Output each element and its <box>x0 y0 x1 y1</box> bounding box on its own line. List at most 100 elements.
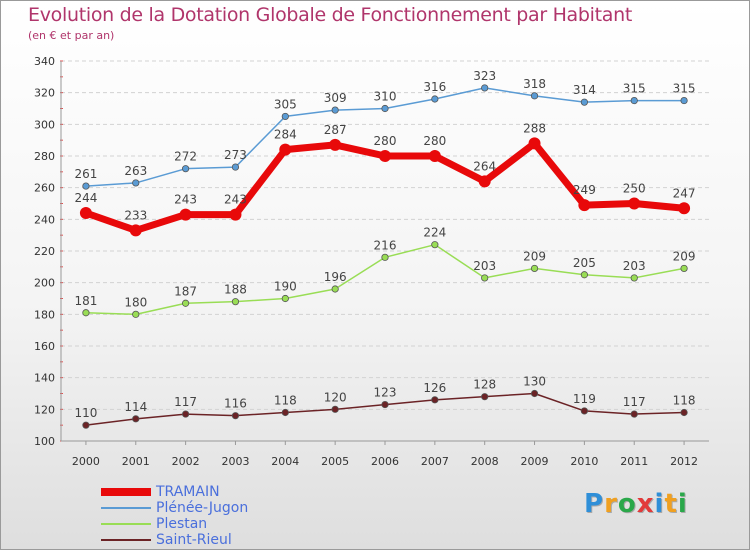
data-label: 117 <box>623 395 646 409</box>
x-tick-label: 2011 <box>620 455 648 468</box>
logo-letter: P <box>584 489 605 519</box>
data-label: 203 <box>473 259 496 273</box>
x-tick-label: 2000 <box>72 455 100 468</box>
x-tick-label: 2006 <box>371 455 399 468</box>
data-point <box>431 241 439 249</box>
data-point <box>182 410 190 418</box>
x-tick-label: 2002 <box>172 455 200 468</box>
data-point <box>179 208 192 221</box>
x-tick-label: 2007 <box>421 455 449 468</box>
y-tick-label: 120 <box>34 403 55 416</box>
y-tick-label: 240 <box>34 213 55 226</box>
data-label: 126 <box>423 381 446 395</box>
data-point <box>478 175 491 188</box>
data-label: 110 <box>74 406 97 420</box>
data-point <box>481 84 489 92</box>
data-point <box>431 95 439 103</box>
data-label: 318 <box>523 77 546 91</box>
data-point <box>481 274 489 282</box>
data-label: 288 <box>523 121 546 135</box>
x-tick-label: 2009 <box>521 455 549 468</box>
logo-letter: i <box>677 489 688 519</box>
y-tick-label: 160 <box>34 340 55 353</box>
data-point <box>331 285 339 293</box>
data-point <box>630 410 638 418</box>
data-point <box>329 138 342 151</box>
data-label: 284 <box>274 128 297 142</box>
data-label: 116 <box>224 397 247 411</box>
data-point <box>182 299 190 307</box>
legend-item-plenee-jugon: Plénée-Jugon <box>101 500 361 516</box>
logo-letter: o <box>617 489 637 519</box>
data-point <box>82 309 90 317</box>
data-label: 244 <box>74 191 97 205</box>
legend-item-plestan: Plestan <box>101 516 361 532</box>
y-tick-label: 220 <box>34 245 55 258</box>
data-label: 114 <box>124 400 147 414</box>
data-label: 243 <box>174 193 197 207</box>
data-label: 323 <box>473 69 496 83</box>
x-tick-label: 2012 <box>670 455 698 468</box>
x-tick-label: 2008 <box>471 455 499 468</box>
data-point <box>578 199 591 212</box>
data-point <box>680 96 688 105</box>
data-label: 209 <box>673 249 696 263</box>
data-point <box>580 407 588 415</box>
data-label: 205 <box>573 256 596 270</box>
data-label: 316 <box>423 80 446 94</box>
data-point <box>331 106 339 114</box>
y-tick-label: 140 <box>34 372 55 385</box>
data-label: 287 <box>324 123 347 137</box>
data-point <box>132 415 140 423</box>
data-label: 305 <box>274 97 297 111</box>
data-label: 315 <box>623 82 646 96</box>
data-point <box>580 271 588 279</box>
data-point <box>630 274 638 282</box>
data-point <box>182 165 190 173</box>
legend-swatch-tramain <box>101 488 151 496</box>
legend-label-tramain: TRAMAIN <box>156 484 220 500</box>
logo-letter: i <box>654 489 665 519</box>
logo-letter: x <box>636 489 655 519</box>
data-label: 190 <box>274 280 297 294</box>
data-point <box>331 405 339 413</box>
data-label: 130 <box>523 375 546 389</box>
data-point <box>381 253 389 261</box>
data-label: 128 <box>473 378 496 392</box>
data-point <box>428 150 441 162</box>
y-tick-label: 100 <box>34 435 55 448</box>
y-tick-label: 300 <box>34 118 55 131</box>
data-label: 117 <box>174 395 197 409</box>
y-tick-label: 320 <box>34 87 55 100</box>
y-tick-label: 280 <box>34 150 55 163</box>
data-point <box>82 421 90 429</box>
data-point <box>79 207 92 219</box>
data-point <box>281 408 289 417</box>
data-label: 233 <box>124 208 147 222</box>
x-tick-label: 2003 <box>221 455 249 468</box>
data-point <box>481 393 489 401</box>
legend-item-tramain: TRAMAIN <box>101 484 361 500</box>
data-point <box>381 400 389 409</box>
data-point <box>530 264 539 273</box>
chart-title: Evolution de la Dotation Globale de Fonc… <box>28 4 633 26</box>
data-point <box>82 182 90 190</box>
legend-label-plestan: Plestan <box>156 516 208 532</box>
legend-label-saint-rieul: Saint-Rieul <box>156 532 232 548</box>
data-label: 216 <box>374 238 397 252</box>
data-label: 119 <box>573 392 596 406</box>
data-label: 273 <box>224 148 247 162</box>
data-label: 209 <box>523 249 546 263</box>
data-label: 263 <box>124 164 147 178</box>
data-label: 249 <box>573 183 596 197</box>
data-label: 314 <box>573 83 596 97</box>
data-label: 315 <box>673 82 696 96</box>
x-tick-label: 2010 <box>570 455 598 468</box>
data-point <box>231 412 240 420</box>
data-point <box>229 208 242 221</box>
data-point <box>628 197 641 210</box>
data-label: 196 <box>324 270 347 284</box>
logo-letter: r <box>604 489 618 519</box>
